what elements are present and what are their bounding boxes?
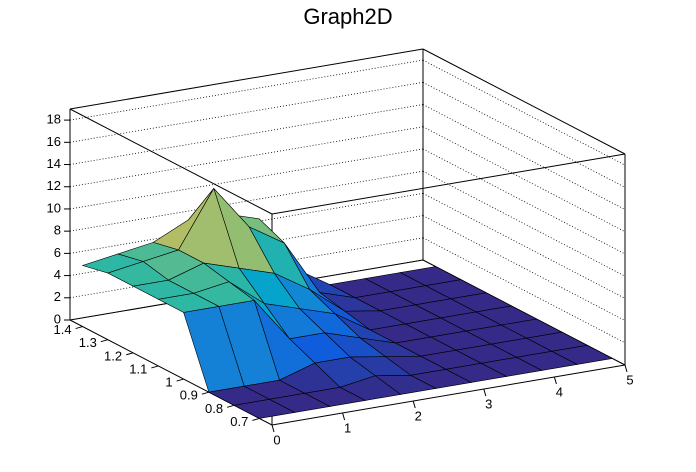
box-edge (422, 48, 626, 155)
grid-line (69, 81, 424, 143)
z-tick-label: 14 (47, 156, 61, 171)
y-tick-label: 1.1 (129, 361, 147, 376)
box-edge (69, 108, 273, 215)
grid-line (422, 215, 626, 321)
z-tick-label: 6 (54, 245, 61, 260)
grid-line (422, 193, 626, 299)
z-tick-label: 0 (54, 311, 61, 326)
grid-line (69, 104, 424, 165)
z-tick-label: 16 (47, 134, 61, 149)
tick-mark (483, 388, 487, 397)
grid-line (422, 237, 626, 344)
z-tick-label: 2 (54, 289, 61, 304)
chart-title: Graph2D (303, 4, 392, 29)
x-tick-label: 2 (415, 408, 422, 423)
tick-mark (201, 391, 210, 395)
y-tick-label: 1.3 (79, 335, 97, 350)
y-tick-label: 0.8 (205, 401, 223, 416)
x-tick-label: 0 (273, 432, 280, 447)
z-tick-label: 4 (54, 267, 61, 282)
x-tick-label: 5 (626, 372, 633, 387)
tick-mark (342, 412, 346, 421)
grid-line (422, 170, 626, 277)
z-tick-label: 18 (47, 112, 61, 127)
x-tick-label: 1 (344, 420, 351, 435)
z-tick-label: 12 (47, 178, 61, 193)
y-tick-label: 1.2 (104, 348, 122, 363)
tick-mark (151, 365, 159, 369)
grid-line (422, 59, 626, 166)
y-tick-label: 0.7 (230, 414, 248, 429)
z-tick-label: 10 (47, 200, 61, 215)
y-tick-label: 1.4 (54, 322, 72, 337)
z-tick-label: 8 (54, 223, 61, 238)
tick-mark (100, 339, 109, 343)
y-tick-label: 1 (165, 375, 172, 390)
surface-cell (233, 398, 296, 419)
tick-mark (624, 364, 628, 373)
grid-line (69, 59, 424, 121)
tick-mark (176, 378, 184, 382)
x-tick-label: 4 (556, 384, 563, 399)
box-edge (69, 48, 424, 110)
grid-line (422, 81, 626, 188)
grid-line (69, 148, 424, 210)
grid-line (422, 126, 626, 233)
tick-mark (412, 400, 416, 409)
box-edge (271, 153, 626, 215)
x-tick-label: 3 (485, 396, 492, 411)
y-tick-label: 0.9 (180, 388, 198, 403)
tick-mark (271, 424, 275, 433)
tick-mark (553, 376, 557, 385)
tick-mark (252, 417, 260, 421)
tick-mark (75, 326, 83, 330)
tick-mark (226, 404, 235, 408)
grid-line (422, 104, 626, 210)
tick-mark (125, 352, 134, 356)
box-edge (271, 364, 626, 426)
grid-line (422, 148, 626, 255)
grid-line (69, 126, 424, 188)
